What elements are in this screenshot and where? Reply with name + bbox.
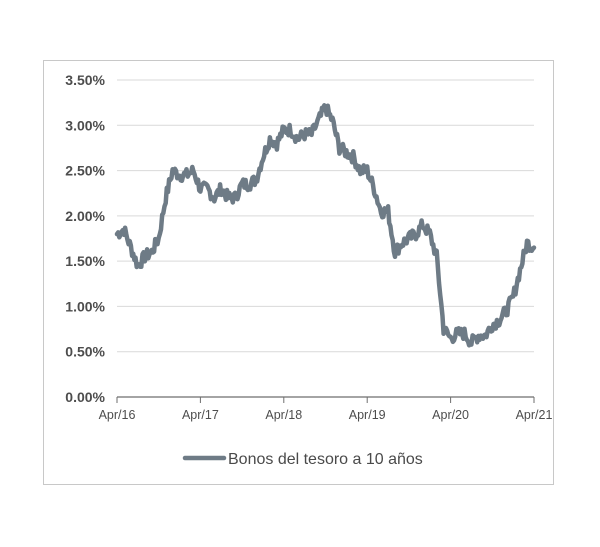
series-line (114, 103, 537, 348)
axes (116, 396, 535, 403)
y-tick-label: 3.00% (65, 117, 105, 133)
x-tick-label: Apr/17 (182, 408, 219, 422)
x-tick-labels: Apr/16 Apr/17 Apr/18 Apr/19 Apr/20 Apr/21 (99, 408, 553, 422)
y-tick-label: 0.50% (65, 344, 105, 360)
y-tick-labels: 0.00% 0.50% 1.00% 1.50% 2.00% 2.50% 3.00% 3.50% (65, 72, 105, 405)
y-tick-label: 1.50% (65, 253, 105, 269)
y-tick-label: 2.50% (65, 163, 105, 179)
y-tick-label: 3.50% (65, 72, 105, 88)
line-chart: 0.00% 0.50% 1.00% 1.50% 2.00% 2.50% 3.00% 3.50%… (65, 72, 553, 468)
y-tick-label: 1.00% (65, 298, 105, 314)
legend-label: Bonos del tesoro a 10 años (228, 451, 423, 468)
x-tick-label: Apr/21 (516, 408, 553, 422)
x-tick-label: Apr/19 (349, 408, 386, 422)
y-tick-label: 0.00% (65, 389, 105, 405)
x-tick-label: Apr/16 (99, 408, 136, 422)
series-layer (114, 103, 537, 348)
y-tick-label: 2.00% (65, 208, 105, 224)
x-tick-label: Apr/20 (432, 408, 469, 422)
chart-frame: 0.00% 0.50% 1.00% 1.50% 2.00% 2.50% 3.00% 3.50%… (43, 60, 554, 485)
legend: Bonos del tesoro a 10 años (182, 451, 423, 468)
gridlines (117, 79, 534, 353)
x-tick-label: Apr/18 (265, 408, 302, 422)
